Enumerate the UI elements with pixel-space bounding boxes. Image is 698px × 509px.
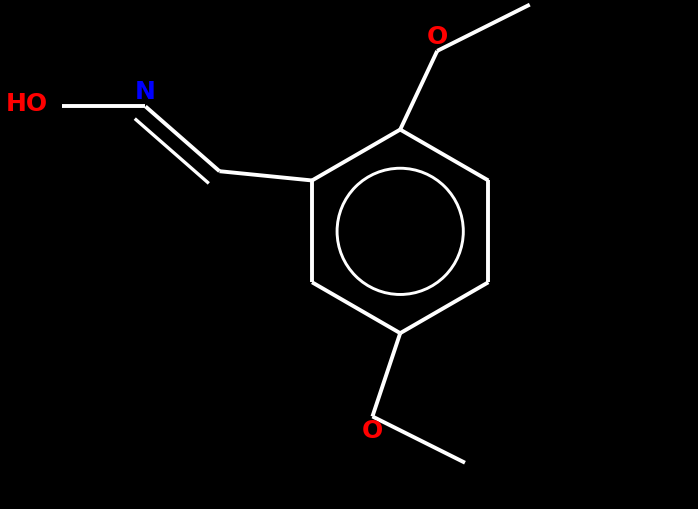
Text: HO: HO	[6, 92, 48, 116]
Text: N: N	[135, 80, 156, 104]
Text: O: O	[362, 419, 383, 443]
Text: O: O	[426, 24, 448, 48]
